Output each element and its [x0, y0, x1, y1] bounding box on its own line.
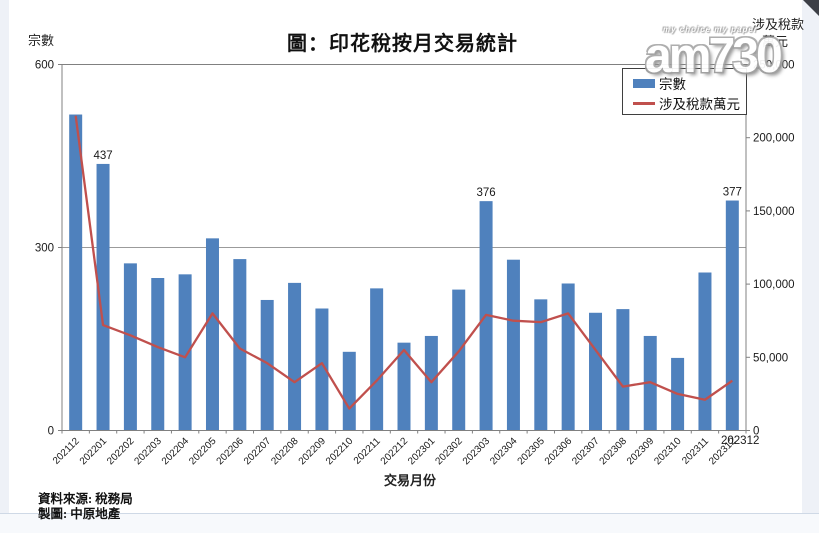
bar-202201	[96, 163, 110, 431]
x-label-202212: 202212	[379, 436, 411, 468]
legend-bar-swatch-icon	[633, 78, 655, 88]
x-label-202311: 202311	[680, 436, 711, 467]
x-label-202211: 202211	[352, 436, 383, 467]
bar-202209	[315, 308, 329, 431]
right-axis-title-line1: 涉及稅款	[752, 17, 805, 32]
last-month-annotation: 202312	[721, 435, 760, 447]
bar-202208	[288, 282, 302, 431]
x-label-202210: 202210	[324, 436, 356, 468]
bar-202311	[698, 272, 712, 431]
chart-title: 圖：印花稅按月交易統計	[287, 33, 518, 55]
right-axis-title-line2: 萬元	[762, 34, 789, 49]
bar-202307	[589, 312, 603, 431]
x-label-202206: 202206	[215, 436, 247, 468]
right-tick-label-50,000: 50,000	[753, 352, 788, 364]
legend-box: 宗數 涉及稅款萬元	[622, 68, 747, 115]
bar-202203	[151, 278, 165, 431]
bar-202308	[616, 309, 630, 431]
legend-entry-tax: 涉及稅款萬元	[633, 95, 740, 112]
bar-202211	[370, 288, 384, 431]
legend-line-swatch-icon	[633, 101, 655, 105]
legend-label-cases: 宗數	[659, 77, 686, 92]
bar-202206	[233, 259, 247, 431]
bar-202304	[506, 259, 520, 431]
x-label-202310: 202310	[652, 436, 684, 468]
x-label-202304: 202304	[488, 436, 520, 468]
left-tick-label-300: 300	[35, 243, 54, 255]
x-label-202204: 202204	[160, 436, 192, 468]
bar-202306	[561, 283, 575, 431]
footer-source: 資料來源: 稅務局	[38, 492, 133, 506]
footer-credit: 製圖: 中原地產	[38, 507, 121, 521]
right-tick-label-0: 0	[753, 426, 759, 438]
bar-value-label-202312: 377	[723, 187, 742, 199]
x-label-202303: 202303	[461, 436, 493, 468]
x-label-202112: 202112	[51, 436, 82, 467]
right-tick-label-200,000: 200,000	[753, 133, 795, 145]
bar-202312	[725, 200, 739, 431]
right-tick-label-250,000: 250,000	[753, 60, 795, 72]
bar-202210	[342, 351, 356, 431]
x-label-202305: 202305	[516, 436, 548, 468]
bar-202204	[178, 274, 192, 431]
x-label-202208: 202208	[269, 436, 301, 468]
x-label-202205: 202205	[187, 436, 219, 468]
x-label-202301: 202301	[406, 436, 438, 468]
left-tick-label-600: 600	[35, 60, 54, 72]
bar-202212	[397, 342, 411, 431]
x-label-202307: 202307	[570, 436, 602, 468]
page-bottom-strip	[0, 513, 819, 533]
bar-value-label-202303: 376	[476, 187, 495, 199]
x-label-202302: 202302	[433, 436, 465, 468]
x-label-202308: 202308	[598, 436, 630, 468]
left-tick-label-0: 0	[48, 426, 54, 438]
tax-line	[74, 115, 733, 410]
bar-202302	[452, 289, 466, 431]
right-tick-label-100,000: 100,000	[753, 279, 795, 291]
right-tick-label-150,000: 150,000	[753, 206, 795, 218]
x-label-202203: 202203	[133, 436, 165, 468]
x-label-202306: 202306	[543, 436, 575, 468]
x-axis-title: 交易月份	[384, 473, 437, 488]
x-label-202309: 202309	[625, 436, 657, 468]
bar-202207	[260, 299, 274, 431]
left-axis-title: 宗數	[28, 33, 55, 48]
bar-202205	[205, 238, 219, 431]
bar-202112	[69, 114, 83, 431]
x-label-202209: 202209	[297, 436, 329, 468]
x-label-202202: 202202	[105, 436, 137, 468]
bar-value-label-202201: 437	[93, 150, 112, 162]
corner-fold-decoration	[803, 0, 819, 16]
legend-label-tax: 涉及稅款萬元	[659, 97, 740, 112]
bar-202202	[123, 263, 137, 431]
legend-entry-cases: 宗數	[633, 75, 686, 92]
x-label-202207: 202207	[242, 436, 274, 468]
x-label-202201: 202201	[78, 436, 110, 468]
bar-202305	[534, 299, 548, 431]
